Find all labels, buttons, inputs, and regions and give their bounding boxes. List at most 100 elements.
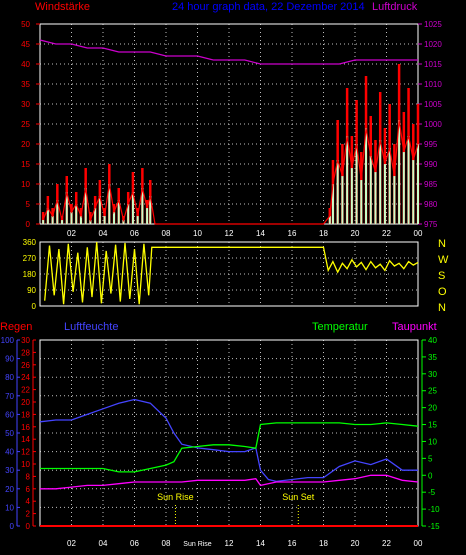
rain-axis-label: Regen (0, 321, 32, 333)
humidity-axis-label: Luftfeuchte (64, 321, 118, 333)
wind-tick-label: 35 (21, 80, 30, 89)
temperature-tick-label: 10 (428, 437, 437, 446)
humidity-tick-label: 90 (5, 355, 14, 364)
hour-tick-label: 20 (351, 229, 360, 238)
direction-tick-label: 360 (23, 238, 37, 247)
pressure-tick-label: 975 (424, 220, 438, 229)
hour-tick-label: 08 (162, 539, 171, 548)
temperature-tick-label: 15 (428, 421, 437, 430)
wind-tick-label: 50 (21, 20, 30, 29)
hour-tick-label: 00 (414, 539, 423, 548)
rain-tick-label: 18 (21, 410, 30, 419)
direction-tick-label: 90 (27, 286, 36, 295)
pressure-tick-label: 985 (424, 180, 438, 189)
hour-tick-label: 04 (99, 539, 108, 548)
compass-label: O (438, 286, 447, 298)
hour-tick-label: 22 (382, 539, 391, 548)
temperature-tick-label: -10 (428, 505, 440, 514)
wind-tick-label: 10 (21, 180, 30, 189)
pressure-line (39, 39, 418, 65)
pressure-tick-label: 1000 (424, 120, 442, 129)
compass-label: N (438, 238, 446, 250)
wind-tick-label: 25 (21, 120, 30, 129)
rain-tick-label: 10 (21, 460, 30, 469)
direction-tick-label: 180 (23, 270, 37, 279)
temperature-tick-label: 5 (428, 454, 433, 463)
pressure-tick-label: 995 (424, 140, 438, 149)
humidity-tick-label: 50 (5, 429, 14, 438)
humidity-tick-label: 10 (5, 503, 14, 512)
rain-tick-label: 26 (21, 361, 30, 370)
rain-tick-label: 8 (26, 472, 31, 481)
direction-tick-label: 270 (23, 254, 37, 263)
temperature-tick-label: 35 (428, 353, 437, 362)
hour-tick-label: 08 (162, 229, 171, 238)
hour-tick-label: 04 (99, 229, 108, 238)
hour-tick-label: 22 (382, 229, 391, 238)
temperature-tick-label: 25 (428, 387, 437, 396)
rain-tick-label: 16 (21, 423, 30, 432)
humidity-tick-label: 60 (5, 410, 14, 419)
wind-pressure-panel: 0510152025303540455097598098599099510001… (21, 20, 442, 238)
rain-tick-label: 2 (26, 510, 31, 519)
pressure-tick-label: 1015 (424, 60, 442, 69)
pressure-tick-label: 990 (424, 160, 438, 169)
wind-tick-label: 40 (21, 60, 30, 69)
temperature-line (40, 422, 419, 473)
temperature-axis-label: Temperatur (312, 321, 368, 333)
humidity-tick-label: 70 (5, 392, 14, 401)
sun-rise-label: Sun Rise (157, 492, 194, 502)
humidity-tick-label: 0 (10, 522, 15, 531)
hour-tick-label: 18 (319, 539, 328, 548)
hour-tick-label: 16 (288, 229, 297, 238)
hour-tick-label: Sun Rise (183, 541, 212, 548)
wind-tick-label: 5 (26, 200, 31, 209)
compass-label: N (438, 302, 446, 314)
rain-tick-label: 4 (26, 497, 31, 506)
dewpoint-axis-label: Taupunkt (392, 321, 437, 333)
rain-tick-label: 14 (21, 435, 30, 444)
hour-tick-label: 06 (130, 539, 139, 548)
rain-tick-label: 24 (21, 373, 30, 382)
sun-set-label: Sun Set (282, 492, 315, 502)
humidity-line (39, 398, 418, 483)
hour-tick-label: 18 (319, 229, 328, 238)
hour-tick-label: 02 (67, 229, 76, 238)
temperature-tick-label: 30 (428, 370, 437, 379)
rain-tick-label: 20 (21, 398, 30, 407)
pressure-tick-label: 980 (424, 200, 438, 209)
direction-tick-label: 0 (32, 302, 37, 311)
compass-label: W (438, 254, 449, 266)
temperature-tick-label: 20 (428, 404, 437, 413)
wind-direction-line (44, 241, 419, 305)
pressure-tick-label: 1025 (424, 20, 442, 29)
wind-axis-label: Windstärke (35, 1, 90, 13)
hour-tick-label: 14 (256, 539, 265, 548)
temperature-tick-label: 0 (428, 471, 433, 480)
pressure-tick-label: 1020 (424, 40, 442, 49)
rain-tick-label: 0 (26, 522, 31, 531)
pressure-tick-label: 1010 (424, 80, 442, 89)
wind-tick-label: 45 (21, 40, 30, 49)
hour-tick-label: 00 (414, 229, 423, 238)
temperature-tick-label: 40 (428, 336, 437, 345)
temperature-tick-label: -5 (428, 488, 436, 497)
pressure-axis-label: Luftdruck (372, 1, 418, 13)
hour-tick-label: 02 (67, 539, 76, 548)
humidity-tick-label: 30 (5, 466, 14, 475)
chart-title: 24 hour graph data, 22 Dezember 2014 (172, 1, 365, 13)
hour-tick-label: 12 (225, 539, 234, 548)
wind-speed-line (42, 119, 419, 225)
wind-tick-label: 30 (21, 100, 30, 109)
hour-tick-label: 12 (225, 229, 234, 238)
dewpoint-line (40, 474, 419, 490)
rain-tick-label: 28 (21, 348, 30, 357)
hour-tick-label: 06 (130, 229, 139, 238)
pressure-tick-label: 1005 (424, 100, 442, 109)
hour-tick-label: 14 (256, 229, 265, 238)
rain-tick-label: 6 (26, 485, 31, 494)
wind-tick-label: 20 (21, 140, 30, 149)
